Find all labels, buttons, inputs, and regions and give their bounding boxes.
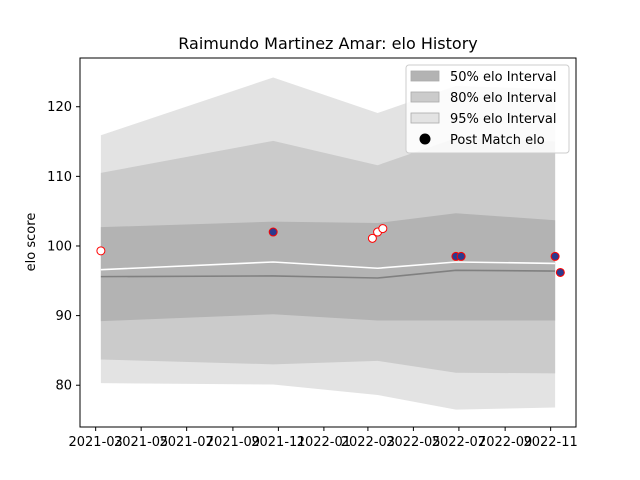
legend-box (405, 64, 570, 154)
legend-label: Post Match elo (450, 133, 545, 148)
post-match-elo-point (456, 251, 466, 261)
mean-elo-line (100, 261, 556, 271)
x-tick-label: 2022-09 (478, 435, 532, 450)
x-tick-label: 2021-05 (114, 435, 168, 450)
y-axis: 80 90 100 110 120 (47, 100, 80, 394)
y-tick-label: 80 (55, 379, 72, 394)
post-match-elo-point (555, 267, 565, 277)
x-tick-label: 2022-05 (386, 435, 440, 450)
y-tick-label: 120 (47, 100, 72, 115)
y-tick-label: 100 (47, 239, 72, 254)
post-match-elo-point (550, 251, 560, 261)
x-tick-label: 2022-11 (523, 435, 577, 450)
legend-label: 95% elo Interval (450, 112, 557, 127)
legend-swatch-band-80 (410, 91, 440, 103)
y-axis-label: elo score (24, 213, 39, 272)
legend-label: 80% elo Interval (450, 91, 557, 106)
legend-label: 50% elo Interval (450, 70, 557, 85)
median-elo-line (100, 269, 556, 279)
x-tick-label: 2022-01 (297, 435, 351, 450)
post-match-elo-point (268, 227, 278, 237)
y-tick-label: 90 (55, 309, 72, 324)
legend-swatch-band-95 (410, 112, 440, 124)
legend: 50% elo Interval 80% elo Interval 95% elo … (405, 64, 570, 154)
x-tick-label: 2022-03 (341, 435, 395, 450)
chart-title: Raimundo Martinez Amar: elo History (178, 34, 477, 53)
x-tick-label: 2021-11 (251, 435, 305, 450)
post-match-elo-point (96, 246, 106, 256)
post-match-elo-point (378, 224, 388, 234)
axes-frame (79, 57, 577, 428)
x-tick-label: 2021-03 (68, 435, 122, 450)
x-tick-label: 2021-07 (159, 435, 213, 450)
legend-swatch-band-50 (410, 70, 440, 82)
band-50-interval (100, 213, 556, 322)
plot-area (96, 77, 565, 410)
legend-marker-swatch (419, 133, 431, 145)
x-tick-label: 2021-09 (206, 435, 260, 450)
x-tick-label: 2022-07 (432, 435, 486, 450)
x-axis: 2021-032021-052021-072021-092021-112022-… (68, 427, 578, 450)
y-tick-label: 110 (47, 170, 72, 185)
post-match-elo-point (367, 233, 377, 243)
